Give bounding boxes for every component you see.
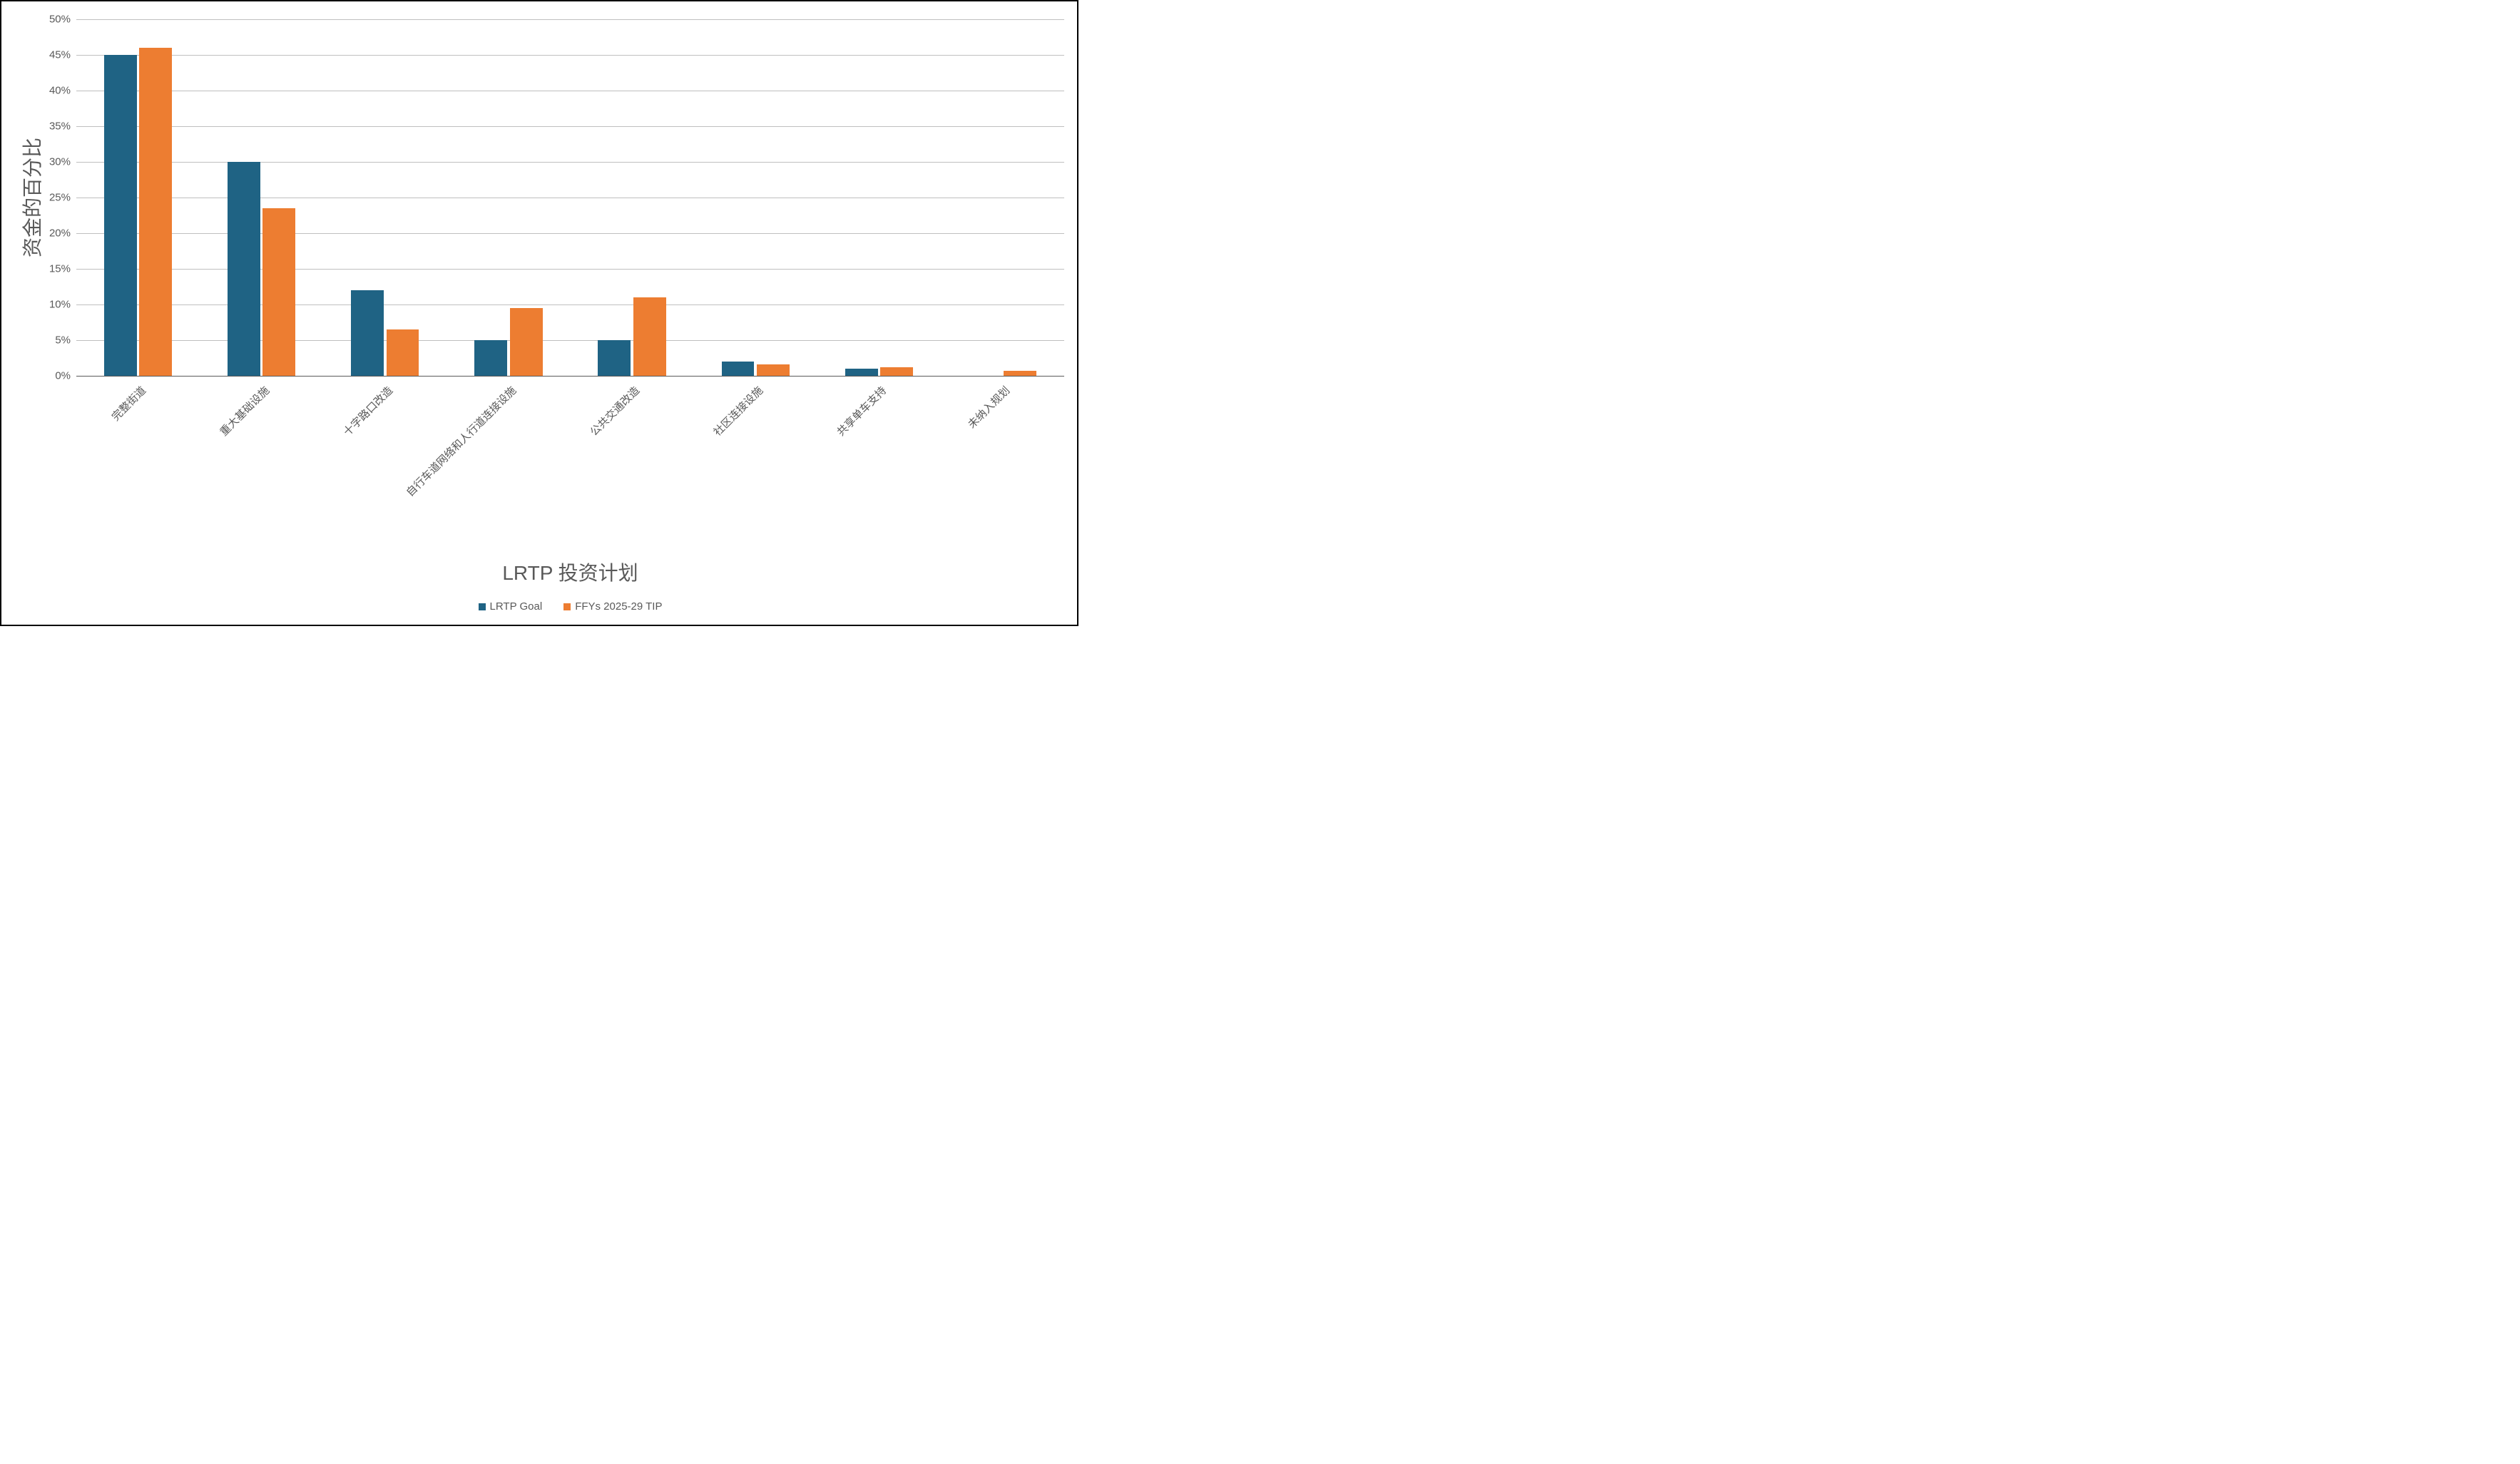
gridline bbox=[76, 233, 1064, 234]
legend-item: FFYs 2025-29 TIP bbox=[563, 600, 662, 613]
y-tick-label: 10% bbox=[49, 299, 76, 311]
gridline bbox=[76, 19, 1064, 20]
y-tick-label: 0% bbox=[55, 370, 76, 382]
legend: LRTP Goal FFYs 2025-29 TIP bbox=[76, 600, 1064, 613]
x-tick-label: 十字路口改造 bbox=[340, 383, 395, 439]
gridline bbox=[76, 340, 1064, 341]
bar bbox=[757, 364, 790, 376]
x-tick-label: 共享单车支持 bbox=[834, 383, 889, 439]
bar bbox=[387, 329, 419, 376]
y-tick-label: 35% bbox=[49, 121, 76, 133]
bar bbox=[262, 208, 295, 376]
bar bbox=[845, 369, 878, 376]
bar bbox=[474, 340, 507, 376]
legend-swatch bbox=[563, 603, 571, 610]
bar bbox=[722, 362, 755, 376]
y-tick-label: 25% bbox=[49, 192, 76, 204]
legend-label: LRTP Goal bbox=[490, 600, 543, 613]
plot-area: 0%5%10%15%20%25%30%35%40%45%50%完整街道重大基础设… bbox=[76, 19, 1064, 376]
x-axis-title: LRTP 投资计划 bbox=[76, 558, 1064, 586]
bar bbox=[1004, 371, 1036, 376]
y-tick-label: 50% bbox=[49, 14, 76, 26]
gridline bbox=[76, 304, 1064, 305]
y-tick-label: 20% bbox=[49, 227, 76, 240]
gridline bbox=[76, 126, 1064, 127]
gridline bbox=[76, 162, 1064, 163]
legend-item: LRTP Goal bbox=[479, 600, 543, 613]
y-tick-label: 5% bbox=[55, 334, 76, 347]
x-tick-label: 未纳入规划 bbox=[964, 383, 1013, 431]
x-tick-label: 重大基础设施 bbox=[216, 383, 272, 439]
legend-swatch bbox=[479, 603, 486, 610]
bar bbox=[598, 340, 631, 376]
bar bbox=[104, 55, 137, 376]
legend-label: FFYs 2025-29 TIP bbox=[575, 600, 662, 613]
y-tick-label: 15% bbox=[49, 263, 76, 275]
chart-frame: 0% 5% 10% 15% 20% 25% 30% 35% 40% 45% 50% 完整街道 重大基础设… bbox=[0, 0, 1078, 626]
x-tick-label: 公共交通改造 bbox=[586, 383, 642, 439]
y-tick-label: 45% bbox=[49, 49, 76, 61]
bar bbox=[228, 162, 260, 376]
bar bbox=[351, 290, 384, 376]
bar bbox=[510, 308, 543, 376]
x-tick-label: 自行车道网络和人行道连接设施 bbox=[402, 383, 519, 499]
y-tick-label: 40% bbox=[49, 85, 76, 97]
gridline bbox=[76, 269, 1064, 270]
bar bbox=[880, 367, 913, 376]
bar bbox=[633, 297, 666, 376]
y-axis-title: 资金的百分比 bbox=[17, 138, 46, 257]
y-tick-label: 30% bbox=[49, 156, 76, 168]
gridline bbox=[76, 55, 1064, 56]
axis-baseline bbox=[76, 376, 1064, 377]
bar bbox=[139, 48, 172, 376]
x-tick-label: 完整街道 bbox=[108, 383, 148, 424]
x-tick-label: 社区连接设施 bbox=[710, 383, 766, 439]
